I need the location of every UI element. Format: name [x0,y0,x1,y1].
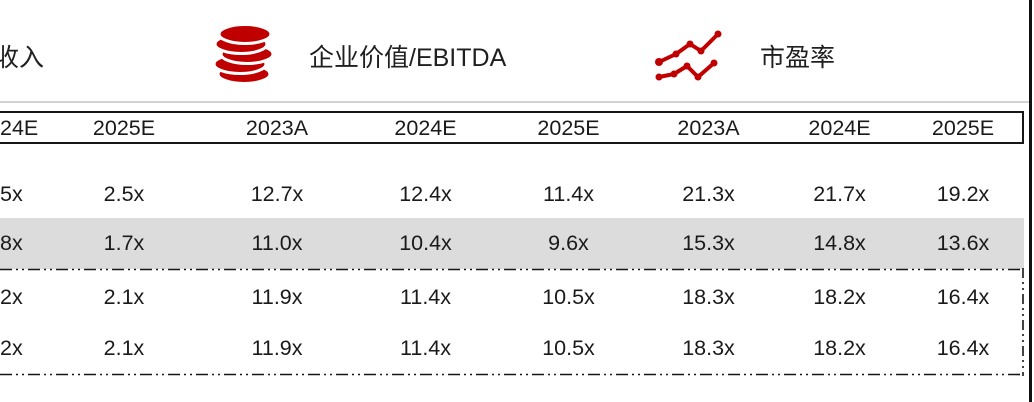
dashdot-top-border [0,268,1024,271]
table-cell: 1.7x [103,231,145,255]
table-cell: 10.4x [399,231,452,255]
column-header: 24E [0,115,39,140]
column-header: 2023A [245,115,309,140]
table-cell: 14.8x [813,231,866,255]
table-cell: 21.7x [813,181,866,206]
table-cell: 16.4x [936,284,990,309]
legend-divider [0,101,1030,103]
header-row: 24E 2025E 2023A 2024E 2025E 2023A 2024E 2025E [0,112,1024,144]
column-header: 2025E [537,115,600,140]
table-cell: 11.4x [400,336,451,360]
column-header: 2025E [92,115,156,140]
table-cell: 12.4x [399,181,452,206]
table-cell: 8x [0,231,23,255]
dashdot-right-border [1022,268,1024,376]
table-cell: 10.5x [542,284,595,309]
legend-label-pe: 市盈率 [760,44,836,72]
table-cell: 18.2x [813,284,866,309]
header-top-border [0,111,1024,113]
table-cell: 2.1x [103,284,145,309]
column-header: 2025E [931,115,995,140]
table-cell: 21.3x [682,181,735,206]
table-body: 5x 2.5x 12.7x 12.4x 11.4x 21.3x 21.7x 19.2x 8x 1.… [0,144,1024,375]
table-row-highlighted: 8x 1.7x 11.0x 10.4x 9.6x 15.3x 14.8x 13.6x [0,218,1024,269]
column-header: 2023A [677,115,740,140]
table-cell: 18.3x [682,284,735,309]
table-cell: 9.6x [548,231,589,255]
header-right-border [1022,111,1024,144]
table-cell: 2x [0,284,23,309]
legend-label-ev-ebitda: 企业价值/EBITDA [309,44,507,72]
table-cell: 16.4x [936,336,990,360]
table-cell: 19.2x [936,181,990,206]
coins-stack-icon [206,22,284,91]
table-cell: 5x [0,181,23,206]
dashdot-bottom-border [0,373,1024,376]
table-cell: 11.4x [400,284,451,309]
legend-label-revenue: 收入 [0,44,45,72]
column-header: 2024E [394,115,457,140]
table-cell: 2.5x [103,181,145,206]
table-cell: 11.4x [543,181,594,206]
table-cell: 18.3x [682,336,735,360]
comps-table: 24E 2025E 2023A 2024E 2025E 2023A 2024E 2025E 5… [0,112,1024,375]
table-cell: 15.3x [682,231,735,255]
line-chart-icon [654,26,734,89]
column-header: 2024E [808,115,871,140]
table-row: 5x 2.5x 12.7x 12.4x 11.4x 21.3x 21.7x 19.2x [0,144,1024,218]
table-cell: 18.2x [813,336,866,360]
table-row: 2x 2.1x 11.9x 11.4x 10.5x 18.3x 18.2x 16.4x [0,269,1024,322]
table-row: 2x 2.1x 11.9x 11.4x 10.5x 18.3x 18.2x 16.4x [0,322,1024,375]
table-cell: 11.0x [251,231,303,255]
table-cell: 13.6x [936,231,990,255]
page-right-edge-line [1029,0,1032,402]
table-cell: 11.9x [251,284,303,309]
table-cell: 11.9x [251,336,303,360]
table-cell: 10.5x [542,336,595,360]
table-cell: 2.1x [103,336,145,360]
table-cell: 2x [0,336,23,360]
header-bottom-border [0,142,1024,144]
table-cell: 12.7x [250,181,304,206]
